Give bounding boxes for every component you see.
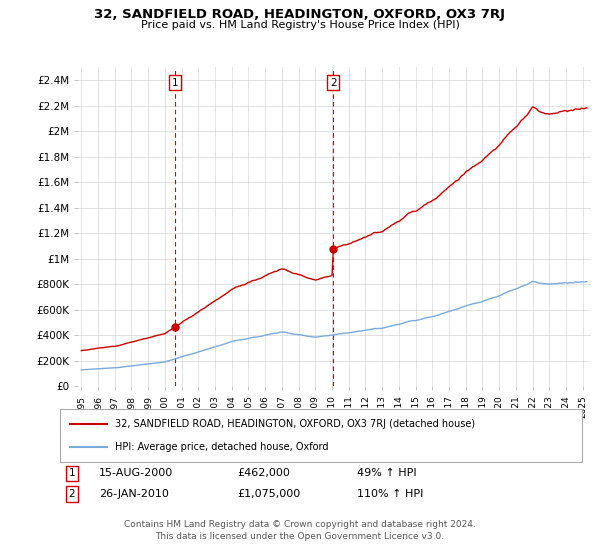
Text: 110% ↑ HPI: 110% ↑ HPI [357,489,424,499]
Text: Price paid vs. HM Land Registry's House Price Index (HPI): Price paid vs. HM Land Registry's House … [140,20,460,30]
Text: £462,000: £462,000 [237,468,290,478]
Text: £1,075,000: £1,075,000 [237,489,300,499]
Text: 2: 2 [68,489,76,499]
Text: 26-JAN-2010: 26-JAN-2010 [99,489,169,499]
Text: 49% ↑ HPI: 49% ↑ HPI [357,468,416,478]
Text: 1: 1 [68,468,76,478]
Text: 15-AUG-2000: 15-AUG-2000 [99,468,173,478]
Text: Contains HM Land Registry data © Crown copyright and database right 2024.
This d: Contains HM Land Registry data © Crown c… [124,520,476,541]
Text: HPI: Average price, detached house, Oxford: HPI: Average price, detached house, Oxfo… [115,442,328,452]
Text: 32, SANDFIELD ROAD, HEADINGTON, OXFORD, OX3 7RJ (detached house): 32, SANDFIELD ROAD, HEADINGTON, OXFORD, … [115,419,475,429]
Text: 1: 1 [172,77,179,87]
Text: 32, SANDFIELD ROAD, HEADINGTON, OXFORD, OX3 7RJ: 32, SANDFIELD ROAD, HEADINGTON, OXFORD, … [95,8,505,21]
Text: 2: 2 [330,77,337,87]
